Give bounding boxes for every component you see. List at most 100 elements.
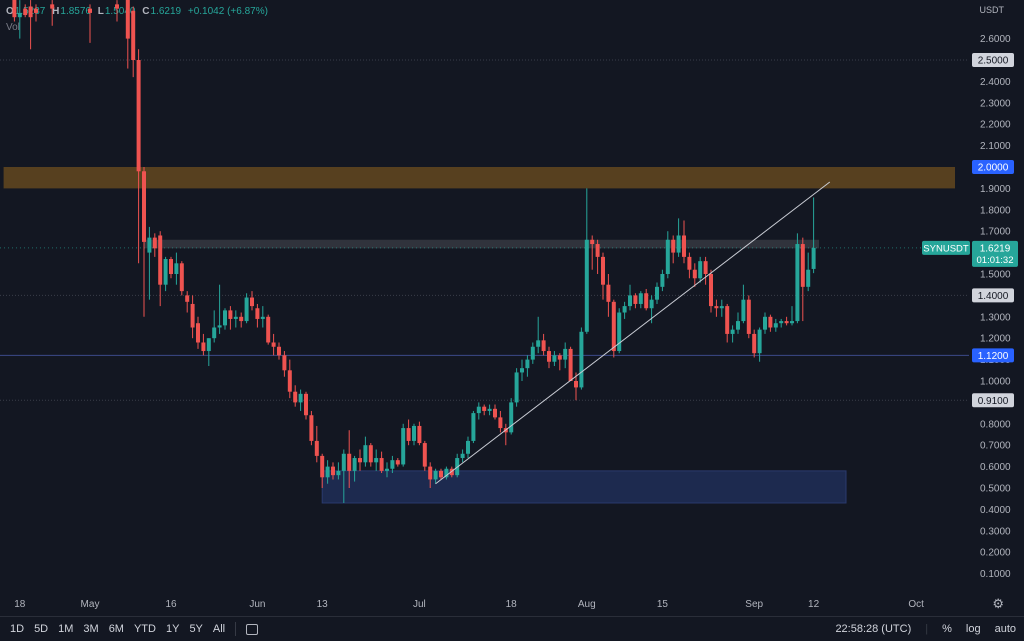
candle[interactable] (606, 274, 611, 317)
candle[interactable] (50, 0, 55, 26)
zone-1[interactable] (144, 239, 819, 249)
candle[interactable] (34, 4, 38, 22)
candle[interactable] (509, 398, 514, 435)
candle[interactable] (628, 284, 632, 311)
candle[interactable] (617, 308, 622, 354)
candle[interactable] (417, 421, 422, 446)
candle[interactable] (304, 391, 308, 420)
candle[interactable] (239, 312, 244, 328)
candle[interactable] (563, 342, 568, 369)
candle[interactable] (428, 462, 433, 488)
candle[interactable] (660, 269, 665, 292)
range-5y[interactable]: 5Y (189, 623, 203, 635)
candle[interactable] (719, 299, 724, 317)
time-axis[interactable]: 18 May 16 Jun 13 Jul 18 Aug 15 Sep 12 Oct (14, 599, 924, 610)
range-5d[interactable]: 5D (34, 623, 49, 635)
candle[interactable] (374, 449, 379, 471)
range-1d[interactable]: 1D (10, 623, 25, 635)
candle[interactable] (622, 301, 627, 319)
range-ytd[interactable]: YTD (133, 623, 156, 635)
candle[interactable] (223, 308, 227, 330)
candle[interactable] (17, 0, 22, 39)
candle[interactable] (466, 436, 470, 459)
candle[interactable] (692, 263, 697, 287)
candle[interactable] (293, 385, 298, 407)
candle[interactable] (23, 4, 28, 18)
candle[interactable] (266, 314, 271, 345)
zone-2[interactable] (321, 470, 847, 504)
candle[interactable] (341, 449, 346, 503)
candle[interactable] (638, 291, 643, 309)
candle[interactable] (147, 226, 152, 300)
candle[interactable] (260, 306, 265, 328)
candle[interactable] (368, 443, 373, 467)
candle[interactable] (255, 303, 260, 328)
candle[interactable] (12, 0, 17, 22)
log-toggle[interactable]: log (965, 623, 981, 635)
price-tag[interactable]: 1.1200 (972, 348, 1014, 363)
candle[interactable] (352, 455, 357, 482)
candle[interactable] (185, 291, 190, 313)
price-tag[interactable]: 2.5000 (972, 53, 1014, 67)
candle[interactable] (714, 299, 719, 317)
candle[interactable] (790, 306, 794, 326)
candle[interactable] (746, 295, 751, 339)
candle[interactable] (795, 233, 800, 324)
price-axis[interactable]: 2.6000 2.4000 2.3000 2.2000 2.1000 1.9000 1.80… (980, 34, 1011, 580)
candle[interactable] (730, 325, 735, 343)
candle[interactable] (590, 235, 595, 270)
candle[interactable] (493, 404, 497, 420)
candle[interactable] (363, 436, 368, 467)
candle[interactable] (584, 188, 589, 334)
candle[interactable] (395, 458, 400, 467)
candle[interactable] (574, 372, 578, 401)
candle[interactable] (687, 252, 692, 279)
candle[interactable] (703, 256, 708, 285)
candle[interactable] (779, 318, 784, 328)
candle[interactable] (439, 468, 443, 480)
candle[interactable] (406, 419, 411, 446)
candle[interactable] (163, 256, 168, 292)
range-1m[interactable]: 1M (58, 623, 74, 635)
candle[interactable] (244, 293, 249, 324)
candle[interactable] (444, 466, 449, 480)
trendline[interactable] (435, 181, 831, 485)
candle[interactable] (530, 342, 535, 364)
candle[interactable] (547, 346, 551, 369)
candle[interactable] (196, 316, 200, 349)
candle[interactable] (282, 351, 287, 377)
candle[interactable] (433, 468, 438, 484)
candle[interactable] (314, 425, 319, 463)
candle[interactable] (131, 6, 136, 78)
auto-toggle[interactable]: auto (994, 623, 1016, 635)
range-all[interactable]: All (212, 623, 226, 635)
candle[interactable] (169, 256, 173, 279)
candle[interactable] (525, 355, 530, 377)
candle[interactable] (379, 451, 384, 474)
candle[interactable] (190, 295, 195, 339)
candle[interactable] (401, 423, 406, 467)
candle[interactable] (784, 316, 789, 326)
candle[interactable] (233, 310, 238, 328)
candle[interactable] (336, 462, 341, 480)
candle[interactable] (682, 220, 686, 264)
candle[interactable] (514, 368, 519, 407)
candle[interactable] (655, 282, 659, 304)
candle[interactable] (520, 359, 524, 381)
candle[interactable] (633, 293, 638, 309)
range-3m[interactable]: 3M (83, 623, 99, 635)
candle[interactable] (460, 449, 465, 463)
candle[interactable] (671, 235, 676, 264)
candle[interactable] (498, 410, 503, 433)
candle[interactable] (201, 333, 206, 356)
candle[interactable] (676, 218, 681, 257)
calendar-icon[interactable] (246, 623, 259, 635)
candle[interactable] (763, 312, 767, 334)
candle[interactable] (736, 312, 740, 334)
candle[interactable] (28, 0, 33, 50)
candle[interactable] (250, 291, 254, 311)
range-1y[interactable]: 1Y (165, 623, 180, 635)
candle[interactable] (212, 310, 217, 343)
price-tag[interactable]: 0.9100 (972, 393, 1014, 408)
